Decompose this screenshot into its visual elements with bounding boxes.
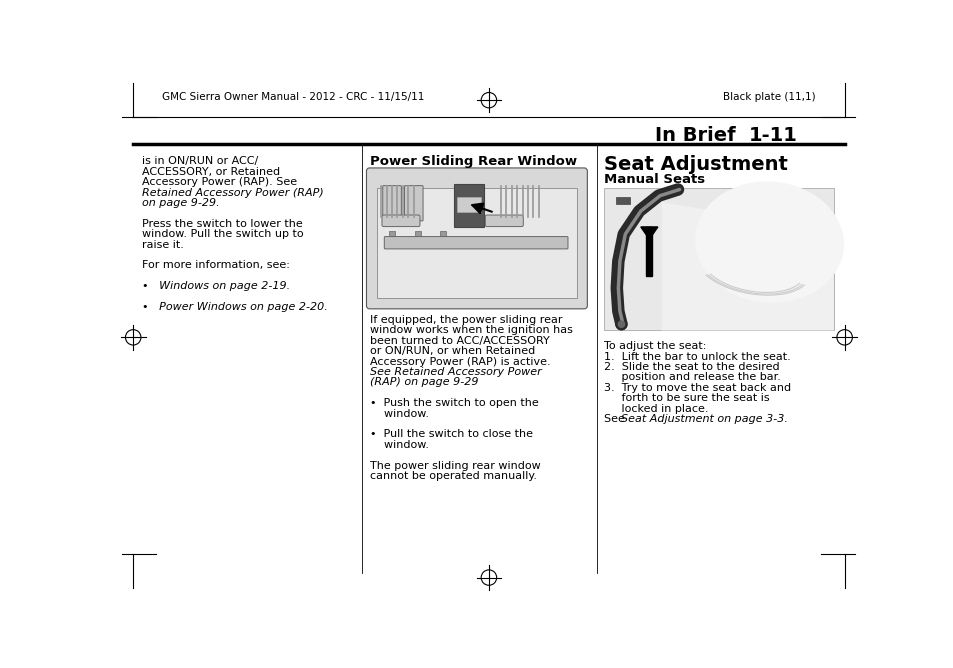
Text: window.: window. [369,440,428,450]
Text: or ON/RUN, or when Retained: or ON/RUN, or when Retained [369,346,535,356]
Text: Black plate (11,1): Black plate (11,1) [722,92,815,102]
Text: cannot be operated manually.: cannot be operated manually. [369,471,536,481]
FancyBboxPatch shape [485,215,523,226]
Text: is in ON/RUN or ACC/: is in ON/RUN or ACC/ [142,156,258,166]
Bar [389,231,395,237]
FancyBboxPatch shape [384,236,567,249]
Text: •   Power Windows on page 2-20.: • Power Windows on page 2-20. [142,302,328,312]
Polygon shape [661,202,833,331]
Text: To adjust the seat:: To adjust the seat: [604,341,706,351]
Bar [454,184,483,227]
Bar [439,231,446,237]
Text: 3.  Try to move the seat back and: 3. Try to move the seat back and [604,383,791,393]
Bar [456,197,481,212]
Text: window. Pull the switch up to: window. Pull the switch up to [142,229,304,239]
Text: window.: window. [369,409,428,419]
Text: In Brief: In Brief [654,126,735,145]
Ellipse shape [695,182,843,303]
Circle shape [618,321,624,327]
Text: window works when the ignition has: window works when the ignition has [369,325,572,335]
Text: Seat Adjustment: Seat Adjustment [604,155,787,174]
Bar [377,188,576,298]
Text: •   Windows on page 2-19.: • Windows on page 2-19. [142,281,291,291]
Bar [415,231,420,237]
Text: Press the switch to lower the: Press the switch to lower the [142,218,303,228]
FancyBboxPatch shape [366,168,587,309]
Text: See: See [604,414,628,424]
Text: See Retained Accessory Power: See Retained Accessory Power [369,367,540,377]
FancyBboxPatch shape [404,186,422,221]
Circle shape [616,319,626,329]
Text: Retained Accessory Power (RAP): Retained Accessory Power (RAP) [142,188,324,198]
Text: on page 9-29.: on page 9-29. [142,198,220,208]
Text: GMC Sierra Owner Manual - 2012 - CRC - 11/15/11: GMC Sierra Owner Manual - 2012 - CRC - 1… [162,92,424,102]
Text: raise it.: raise it. [142,240,184,250]
Text: •  Pull the switch to close the: • Pull the switch to close the [369,430,532,440]
Text: Power Sliding Rear Window: Power Sliding Rear Window [369,155,577,168]
Text: For more information, see:: For more information, see: [142,261,290,271]
Text: Accessory Power (RAP) is active.: Accessory Power (RAP) is active. [369,357,550,367]
Text: 1.  Lift the bar to unlock the seat.: 1. Lift the bar to unlock the seat. [604,351,790,361]
Text: If equipped, the power sliding rear: If equipped, the power sliding rear [369,315,561,325]
Bar [604,188,833,331]
FancyBboxPatch shape [382,186,401,221]
Text: (RAP) on page 9-29: (RAP) on page 9-29 [369,377,477,387]
Text: been turned to ACC/ACCESSORY: been turned to ACC/ACCESSORY [369,336,549,346]
Text: The power sliding rear window: The power sliding rear window [369,460,539,470]
Text: forth to be sure the seat is: forth to be sure the seat is [604,393,769,403]
Polygon shape [640,227,658,239]
Polygon shape [645,227,652,277]
Text: 1-11: 1-11 [748,126,797,145]
Text: Manual Seats: Manual Seats [604,173,705,186]
Text: •  Push the switch to open the: • Push the switch to open the [369,398,537,408]
Bar [616,196,629,204]
FancyBboxPatch shape [381,215,419,226]
Text: ACCESSORY, or Retained: ACCESSORY, or Retained [142,167,280,177]
Text: Seat Adjustment on page 3-3.: Seat Adjustment on page 3-3. [620,414,787,424]
Text: locked in place.: locked in place. [604,403,708,413]
Text: position and release the bar.: position and release the bar. [604,372,781,382]
Text: 2.  Slide the seat to the desired: 2. Slide the seat to the desired [604,362,780,372]
Text: Accessory Power (RAP). See: Accessory Power (RAP). See [142,177,297,187]
